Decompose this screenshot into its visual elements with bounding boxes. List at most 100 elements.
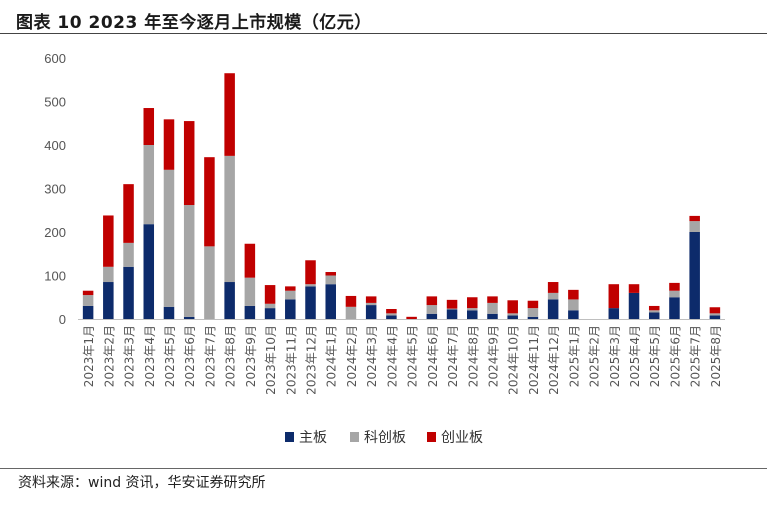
x-tick-label: 2025年5月 [648,325,662,387]
bar-series [82,73,721,319]
x-tick-label: 2023年3月 [123,325,137,387]
bar-segment-3 [547,282,559,293]
bar-segment-1 [467,310,478,319]
legend: 主板 科创板 创业板 [285,430,483,446]
bar-segment-1 [648,312,660,319]
x-tick-label: 2023年5月 [163,325,177,387]
bar-segment-3 [689,215,700,222]
x-tick-label: 2024年12月 [547,325,561,395]
bar-segment-3 [224,73,235,156]
x-tick-label: 2024年5月 [406,325,420,387]
bar-segment-1 [183,316,195,319]
bar-segment-2 [386,313,397,316]
x-tick-label: 2024年9月 [486,325,500,387]
y-tick-label: 100 [44,269,66,284]
x-tick-label: 2023年10月 [264,325,278,395]
x-tick-label: 2025年6月 [668,325,682,387]
x-tick-label: 2024年2月 [345,325,359,387]
bar-segment-2 [244,277,256,306]
bar-segment-1 [568,310,579,319]
x-tick-label: 2024年11月 [527,325,541,395]
bar-segment-2 [345,306,357,319]
y-tick-label: 300 [44,182,66,197]
legend-label: 创业板 [441,430,483,446]
x-tick-label: 2023年12月 [305,325,319,395]
bar-segment-2 [325,275,336,285]
bar-segment-1 [143,224,155,319]
bar-segment-1 [365,305,377,319]
bar-segment-1 [264,308,276,319]
bar-segment-3 [82,290,94,296]
bar-segment-3 [467,297,478,309]
bar-segment-1 [325,284,336,319]
bar-segment-1 [123,266,134,319]
bar-segment-1 [224,282,235,319]
bar-segment-3 [345,295,357,307]
bar-segment-3 [669,282,680,291]
y-tick-label: 400 [44,138,66,153]
legend-swatch [427,432,436,442]
bar-segment-3 [386,308,397,314]
bar-segment-2 [103,266,114,283]
bar-segment-2 [709,313,721,316]
legend-label: 科创板 [364,430,406,446]
bar-segment-1 [669,297,680,319]
x-tick-label: 2024年3月 [365,325,379,387]
y-tick-label: 500 [44,95,66,110]
bar-segment-1 [386,315,397,319]
bar-segment-1 [487,313,498,319]
bar-segment-2 [648,310,660,313]
bar-segment-1 [628,292,640,319]
bar-segment-2 [446,308,458,310]
bar-segment-3 [325,272,336,276]
bar-segment-3 [507,300,518,314]
bar-segment-1 [305,286,316,319]
x-tick-label: 2025年3月 [608,325,622,387]
bar-segment-2 [689,221,700,232]
y-tick-label: 0 [59,312,66,327]
bar-segment-2 [123,242,134,267]
bar-segment-3 [285,286,296,291]
x-tick-label: 2023年4月 [143,325,157,387]
bar-segment-1 [244,305,256,319]
title-rule [0,33,767,34]
x-tick-label: 2025年4月 [628,325,642,387]
legend-swatch [350,432,359,442]
y-axis-ticks: 0 100 200 300 400 500 600 [44,51,66,327]
bar-segment-2 [568,299,579,311]
bar-segment-3 [264,285,276,304]
x-tick-label: 2024年6月 [426,325,440,387]
bar-segment-3 [628,284,640,293]
x-tick-label: 2023年8月 [224,325,238,387]
x-tick-label: 2024年4月 [385,325,399,387]
bar-segment-2 [487,302,498,314]
x-axis-ticks: 2023年1月 2023年2月 2023年3月 2023年4月 2023年5月 2023年… [82,325,723,395]
bar-segment-1 [547,299,559,319]
legend-label: 主板 [299,430,327,446]
bar-segment-2 [204,246,215,319]
bar-segment-2 [224,155,235,283]
x-tick-label: 2024年8月 [466,325,480,387]
bar-segment-3 [103,215,114,267]
bar-segment-3 [487,296,498,303]
bar-segment-2 [365,302,377,306]
bar-segment-1 [426,313,438,319]
x-tick-label: 2023年9月 [244,325,258,387]
bar-segment-3 [568,289,579,300]
bar-segment-2 [82,295,94,306]
bar-segment-1 [446,309,458,319]
bar-segment-2 [143,145,155,225]
bar-segment-1 [507,315,518,319]
bar-segment-2 [527,308,539,317]
bar-segment-1 [82,305,94,319]
x-tick-label: 2023年7月 [203,325,217,387]
x-tick-label: 2025年8月 [709,325,723,387]
bar-segment-3 [305,260,316,285]
bar-segment-3 [406,316,417,319]
x-tick-label: 2023年11月 [284,325,298,395]
bar-segment-2 [669,290,680,298]
x-tick-label: 2024年10月 [507,325,521,395]
bar-segment-3 [527,300,539,309]
bar-segment-1 [163,306,175,319]
bar-segment-1 [103,282,114,319]
